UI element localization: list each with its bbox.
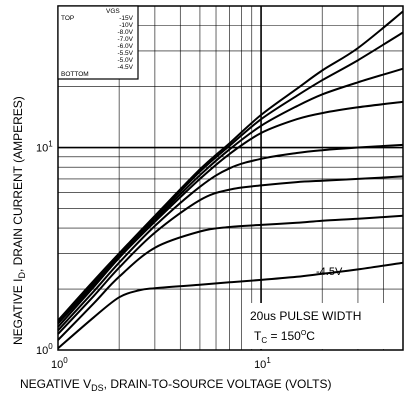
legend-header: VGS xyxy=(106,8,120,15)
legend: VGS TOP BOTTOM -15V-10V-8.0V-7.0V-6.0V-5… xyxy=(57,5,139,80)
legend-entry: -5.5V xyxy=(117,50,133,57)
series-line-8 xyxy=(57,261,404,350)
series-line-2 xyxy=(57,31,404,323)
temperature-label: TC = 150OC xyxy=(254,329,315,345)
legend-entries: -15V-10V-8.0V-7.0V-6.0V-5.5V-5.0V-4.5V xyxy=(117,15,133,71)
pulse-width-label: 20us PULSE WIDTH xyxy=(250,309,361,323)
series-line-3 xyxy=(57,67,404,325)
y-axis-label-rest: , DRAIN CURRENT (AMPERES) xyxy=(11,96,25,272)
legend-entry: -15V xyxy=(119,15,133,22)
temperature-value: = 150 xyxy=(267,329,301,343)
series-line-6 xyxy=(57,175,404,335)
x-tick-label: 101 xyxy=(254,356,271,371)
curve-label-45: -4.5V xyxy=(316,266,343,278)
legend-top-label: TOP xyxy=(61,15,74,22)
legend-entry: -8.0V xyxy=(117,29,133,36)
legend-entry: -5.0V xyxy=(117,57,133,64)
temperature-sub: C xyxy=(261,336,267,345)
x-tick-label: 100 xyxy=(51,356,68,371)
legend-entry: -7.0V xyxy=(117,36,133,43)
legend-bottom-label: BOTTOM xyxy=(61,71,89,78)
x-axis-label: NEGATIVE VDS, DRAIN-TO-SOURCE VOLTAGE (V… xyxy=(20,377,331,393)
x-axis-label-sub: DS xyxy=(91,383,104,393)
curves xyxy=(57,10,404,350)
legend-entry: -10V xyxy=(119,22,133,29)
y-tick-label: 101 xyxy=(36,140,53,155)
y-tick-label: 100 xyxy=(36,342,53,357)
y-axis-label-main: NEGATIVE I xyxy=(11,279,25,345)
series-line-7 xyxy=(57,214,404,341)
series-line-5 xyxy=(57,143,404,332)
legend-entry: -4.5V xyxy=(117,64,133,71)
legend-box xyxy=(57,5,139,80)
legend-entry: -6.0V xyxy=(117,43,133,50)
annotation-box: 20us PULSE WIDTH TC = 150OC xyxy=(246,303,400,349)
temperature-sup: O xyxy=(301,330,307,337)
y-axis-label-sub: D xyxy=(17,272,27,279)
annotation-bg xyxy=(246,303,400,349)
series-line-4 xyxy=(57,100,404,328)
temperature-prefix: T xyxy=(254,329,262,343)
y-axis-label: NEGATIVE ID, DRAIN CURRENT (AMPERES) xyxy=(11,96,27,345)
temperature-unit: C xyxy=(306,329,315,343)
tick-labels: 100 101 100 101 xyxy=(36,140,271,371)
x-axis-label-rest: , DRAIN-TO-SOURCE VOLTAGE (VOLTS) xyxy=(104,377,332,391)
x-axis-label-main: NEGATIVE V xyxy=(20,377,91,391)
series-line-1 xyxy=(57,10,404,322)
plot-frame xyxy=(57,5,404,351)
